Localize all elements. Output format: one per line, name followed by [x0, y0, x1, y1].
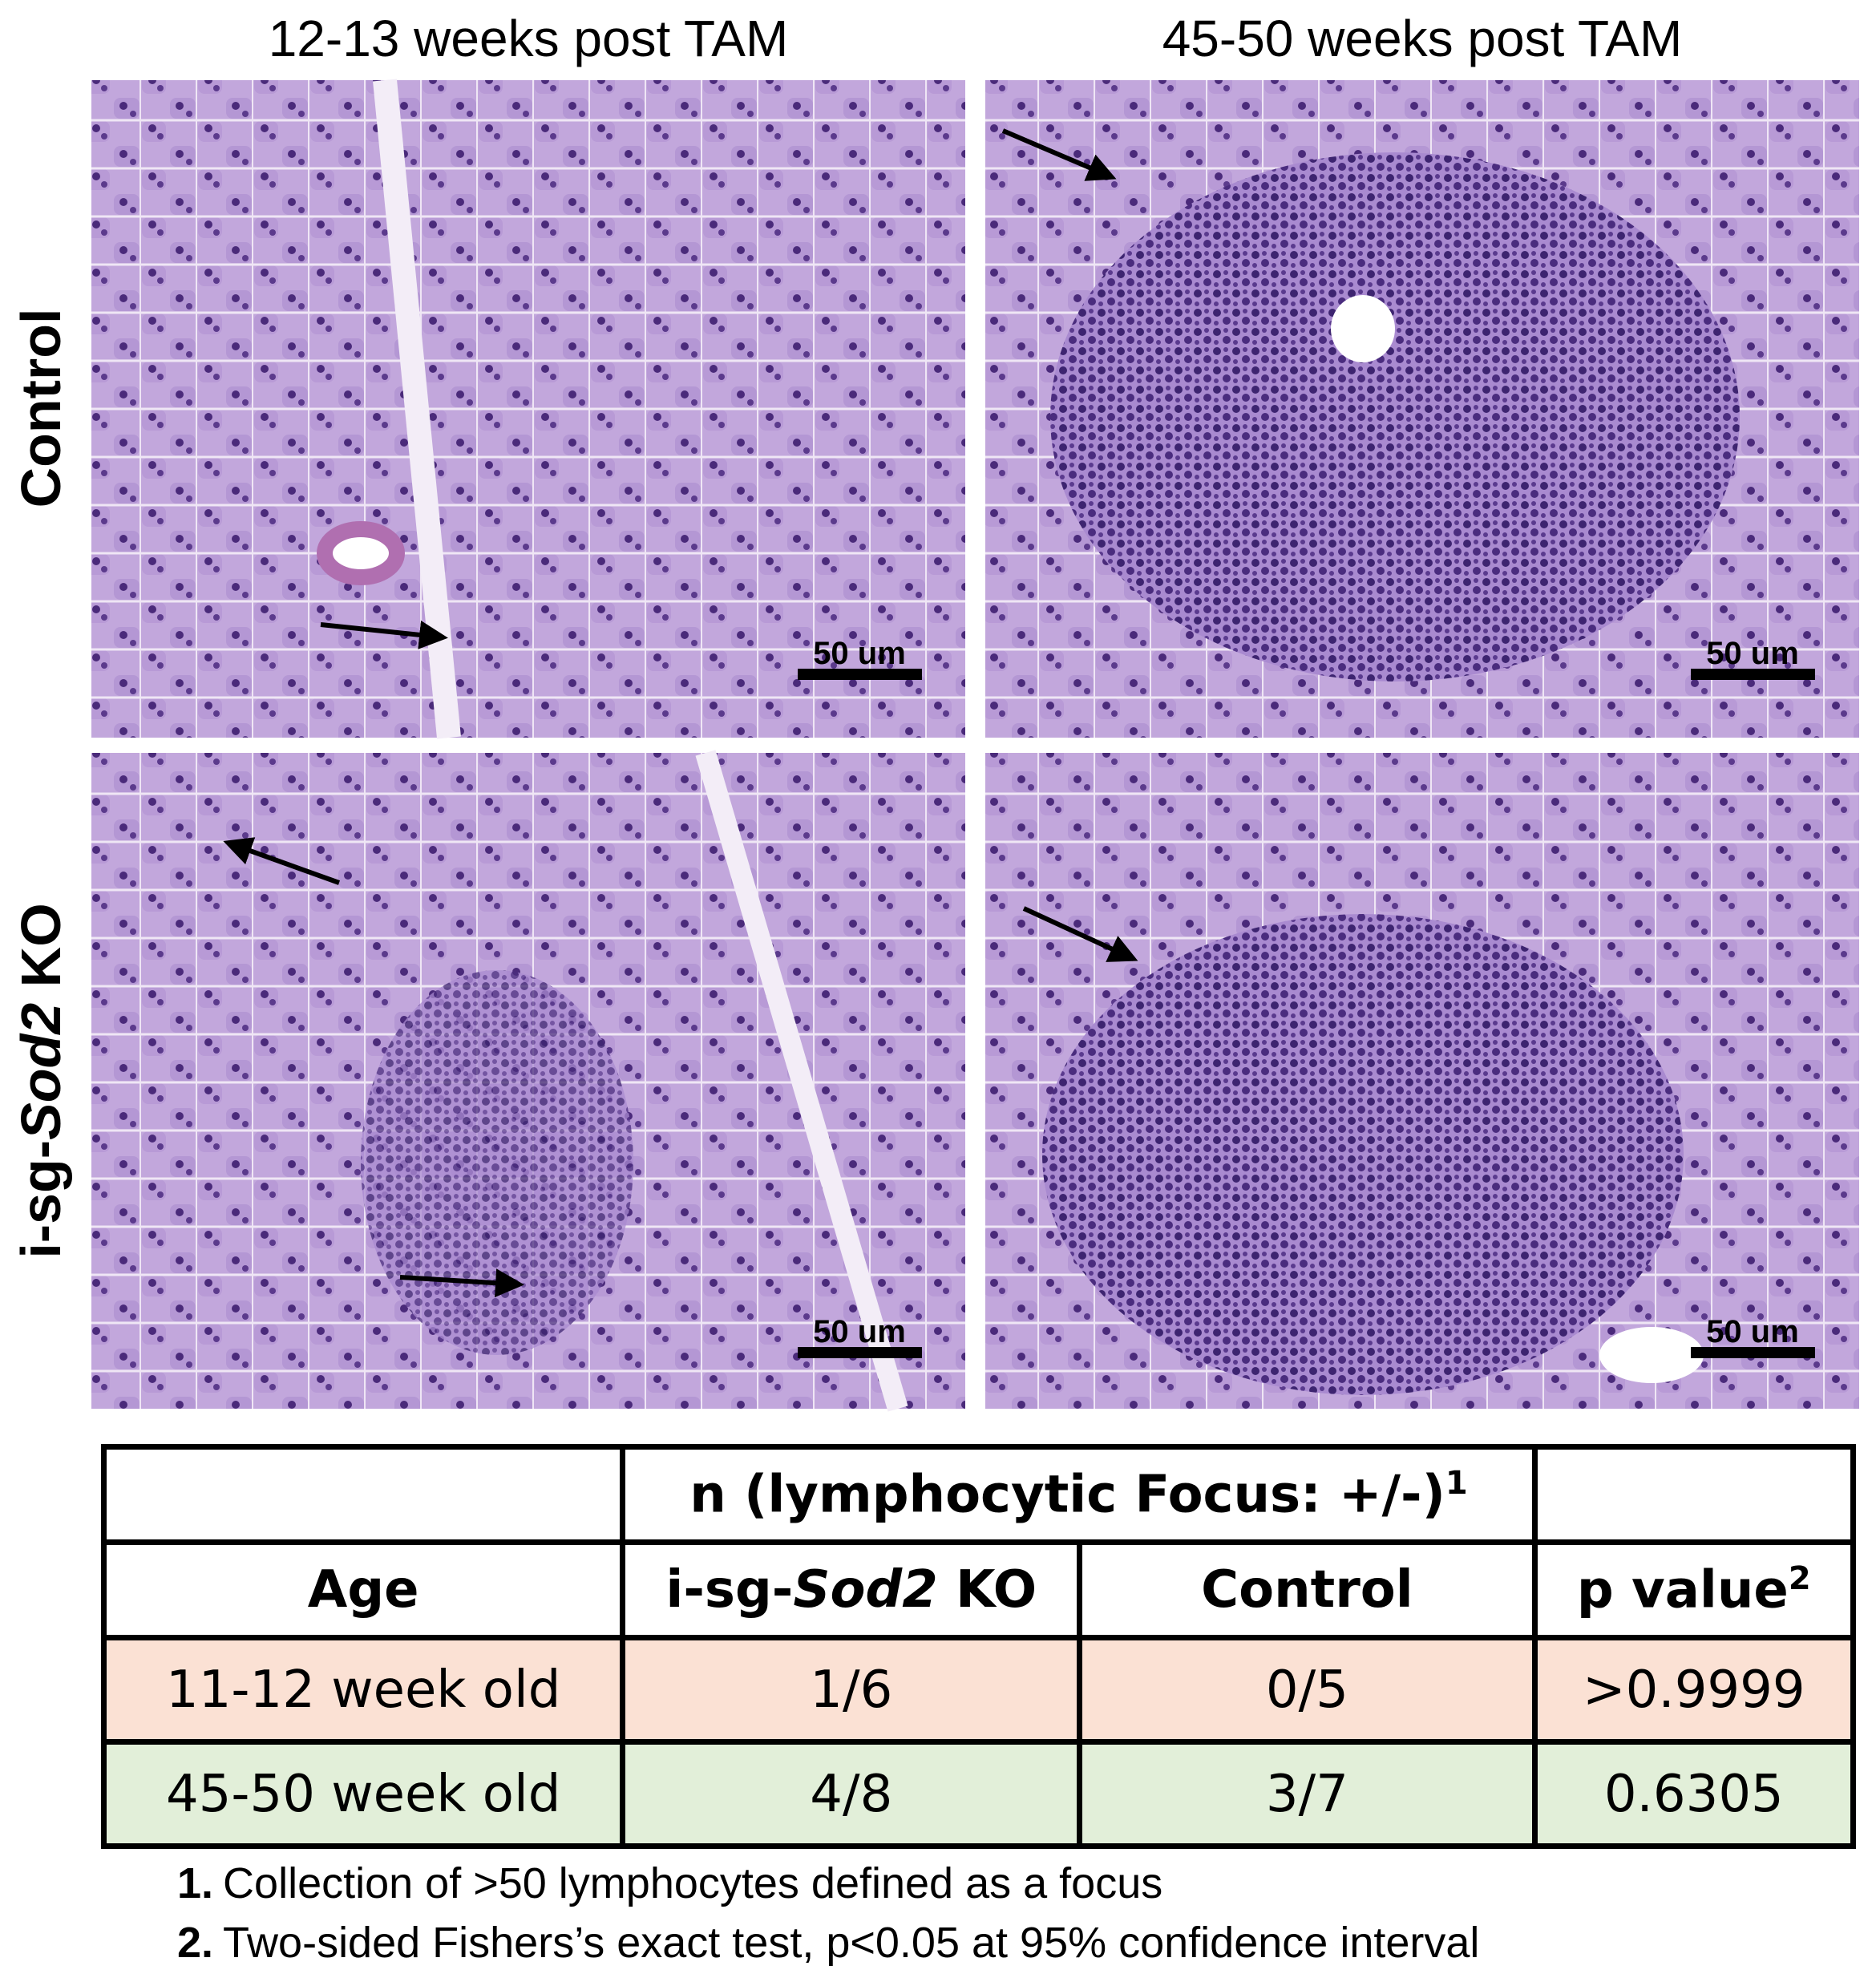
footnote-text: Collection of >50 lymphocytes defined as… [223, 1859, 1163, 1907]
histology-panel: 50 um [985, 80, 1859, 738]
figure: .ct { font-size: 64px; text-anchor: midd… [10, 10, 1859, 1412]
table-header: Age [100, 1539, 626, 1640]
footnote: 2. Two-sided Fishers’s exact test, p<0.05… [177, 1918, 1479, 1968]
table-cell: 0/5 [1077, 1635, 1538, 1745]
row-label: i-sg-Sod2 KO [10, 903, 72, 1258]
table-row: 11-12 week old 1/6 0/5 >0.9999 [100, 1635, 1857, 1745]
footnote-text: Two-sided Fishers’s exact test, p<0.05 a… [223, 1919, 1480, 1967]
tissue-septum [695, 750, 908, 1412]
scale-bar [798, 669, 922, 680]
arrow [1001, 128, 1117, 181]
scale-bar [1691, 1347, 1815, 1358]
duct [1331, 295, 1395, 362]
lymphocytic-focus [1050, 152, 1740, 682]
header-text: n (lymphocytic Focus: +/-) [689, 1465, 1445, 1525]
table-cell: 45-50 week old [100, 1739, 626, 1849]
results-table: n (lymphocytic Focus: +/-)1 Age i-sg-Sod… [100, 1444, 1857, 1849]
footnote-ref: 1 [1445, 1464, 1468, 1502]
image [91, 80, 965, 738]
table-header: p value2 [1531, 1539, 1857, 1640]
table-header: Control [1077, 1539, 1538, 1640]
footnote-number: 2. [177, 1919, 214, 1967]
scale-bar-label: 50 um [1706, 636, 1799, 671]
histology-panel: 50 um [91, 79, 965, 739]
row-label-part: Sod2 [10, 1003, 72, 1140]
header-text: p value [1576, 1560, 1789, 1620]
arrow [320, 620, 448, 649]
header-part: KO [937, 1560, 1037, 1620]
footnote-ref: 2 [1788, 1559, 1811, 1597]
scale-bar [1691, 669, 1815, 680]
table-header: i-sg-Sod2 KO [620, 1539, 1083, 1640]
arrow [223, 837, 341, 885]
table-cell: 0.6305 [1531, 1739, 1857, 1849]
column-title: 12-13 weeks post TAM [269, 10, 789, 67]
arrow [1022, 906, 1138, 962]
table-cell: >0.9999 [1531, 1635, 1857, 1745]
footnote: 1. Collection of >50 lymphocytes defined … [177, 1859, 1162, 1908]
duct [1599, 1327, 1704, 1383]
lymphocytic-focus [1042, 914, 1684, 1395]
footnote-number: 1. [177, 1859, 214, 1907]
scale-bar [798, 1347, 922, 1358]
column-title: 45-50 weeks post TAM [1162, 10, 1683, 67]
table-row: 45-50 week old 4/8 3/7 0.6305 [100, 1739, 1857, 1849]
header-part: Sod2 [793, 1560, 938, 1620]
table-cell: 3/7 [1077, 1739, 1538, 1849]
header-part: i-sg- [665, 1560, 794, 1620]
table-cell [1531, 1444, 1857, 1545]
row-label-part: i-sg- [10, 1140, 72, 1259]
table-cell [100, 1444, 626, 1545]
histology-panel: 50 um [91, 750, 965, 1412]
row-label: Control [10, 309, 72, 508]
table-group-header: n (lymphocytic Focus: +/-)1 [620, 1444, 1538, 1545]
table-header-row: n (lymphocytic Focus: +/-)1 [100, 1444, 1857, 1545]
arrow [399, 1268, 524, 1298]
histology-panel: 50 um [985, 753, 1859, 1409]
scale-bar-label: 50 um [1706, 1314, 1799, 1349]
table-cell: 1/6 [620, 1635, 1083, 1745]
table-cell: 4/8 [620, 1739, 1083, 1849]
table-header-row: Age i-sg-Sod2 KO Control p value2 [100, 1539, 1857, 1640]
scale-bar-label: 50 um [813, 1314, 906, 1349]
row-label-part: KO [10, 903, 72, 1002]
lymphocytic-focus [361, 970, 633, 1355]
table-cell: 11-12 week old [100, 1635, 626, 1745]
duct [317, 521, 405, 585]
scale-bar-label: 50 um [813, 636, 906, 671]
